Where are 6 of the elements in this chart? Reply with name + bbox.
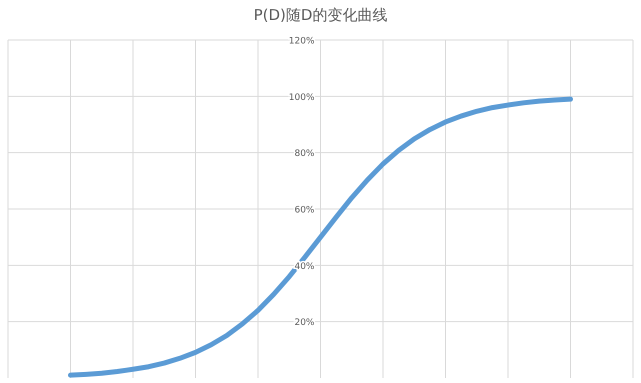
y-tick-label: 20%	[294, 318, 315, 328]
y-tick-label: 60%	[294, 206, 315, 216]
chart-title: P(D)随D的变化曲线	[254, 6, 388, 24]
y-tick-label: 80%	[294, 149, 315, 160]
y-tick-label: 100%	[288, 92, 315, 103]
y-tick-label: 120%	[288, 36, 315, 46]
